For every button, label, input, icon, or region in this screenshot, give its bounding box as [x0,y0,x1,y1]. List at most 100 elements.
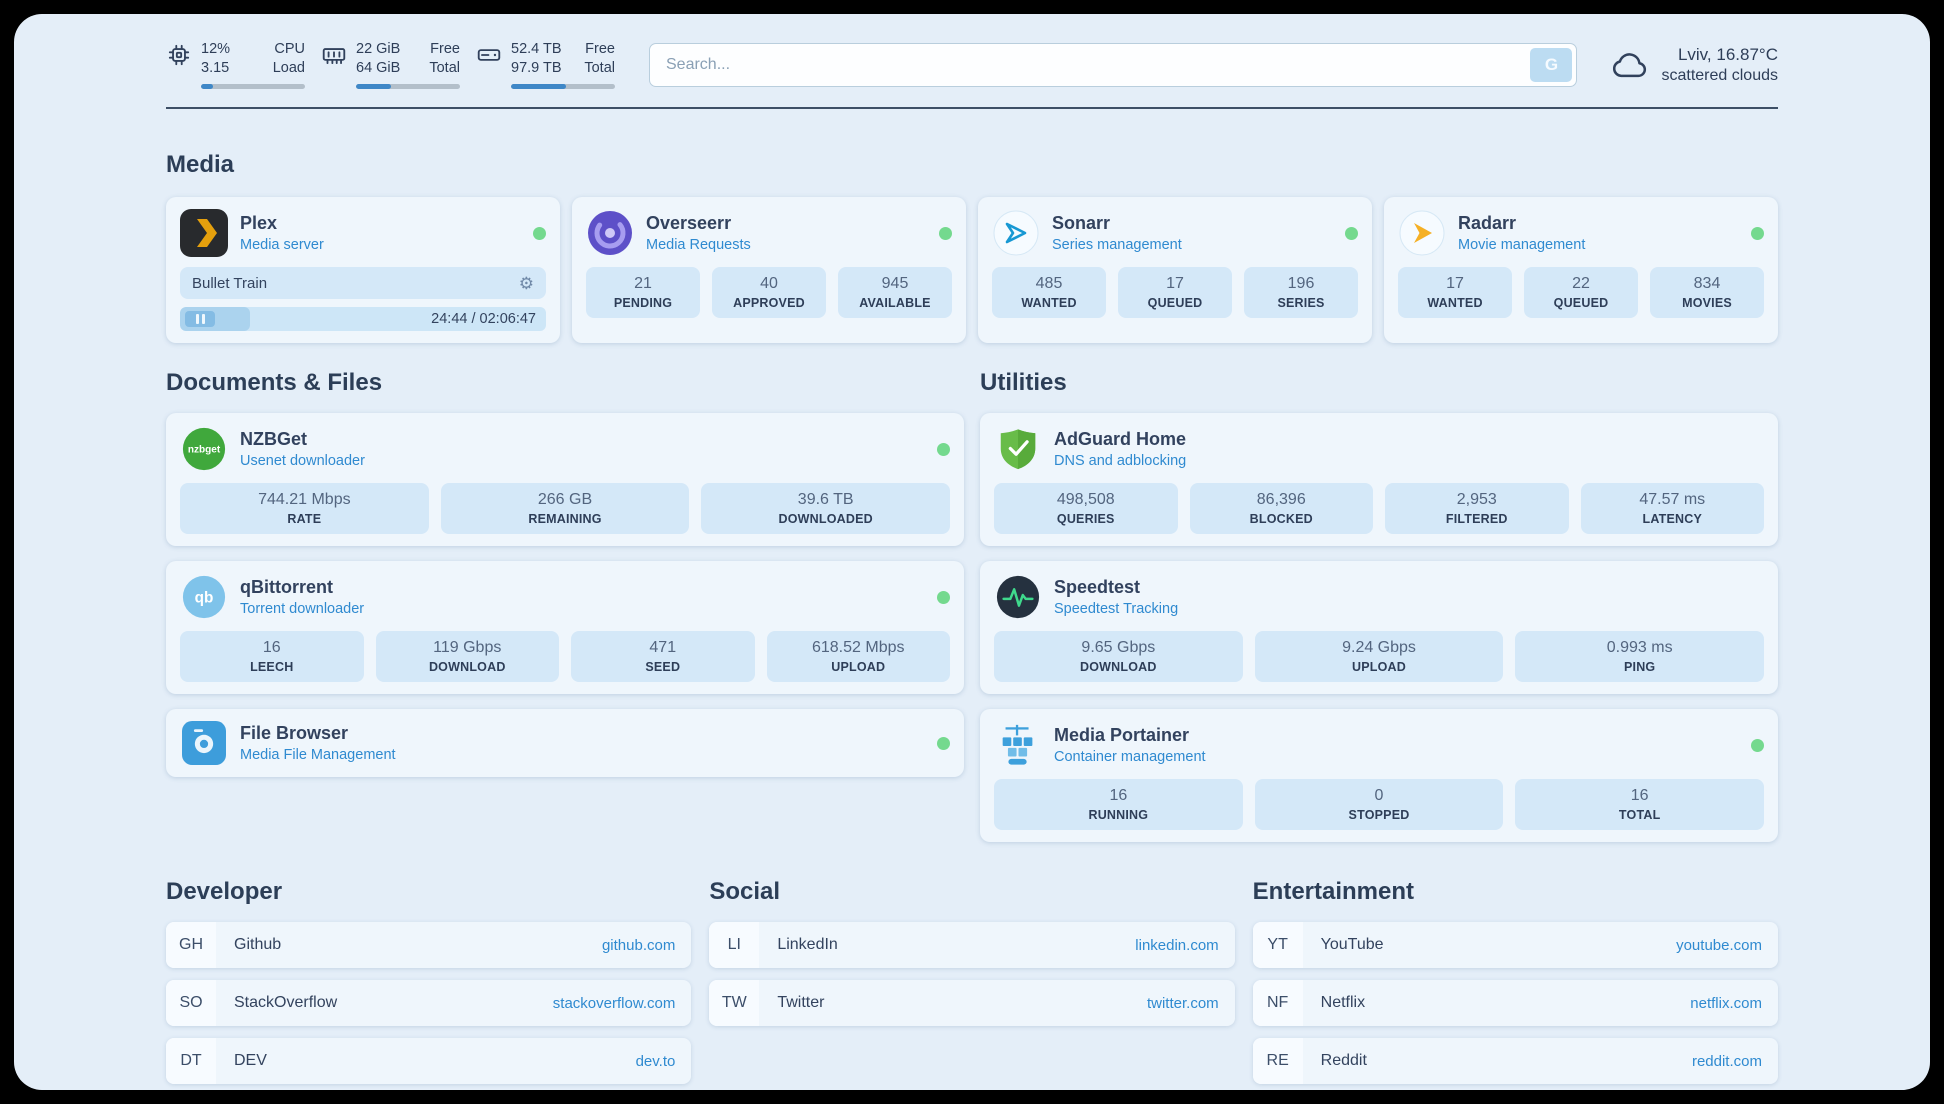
adguard-shield-icon [994,425,1042,473]
gear-icon[interactable]: ⚙ [518,273,534,293]
stat-downloaded: 39.6 TB DOWNLOADED [701,483,951,534]
hard-drive-icon [476,42,502,89]
nzbget-icon: nzbget [180,425,228,473]
bookmark-abbr: RE [1252,1038,1303,1084]
bookmark-github[interactable]: GH Github github.com [166,922,692,968]
stat-stopped: 0 STOPPED [1254,779,1504,830]
app-title: qBittorrent [240,577,333,597]
stat-remaining: 266 GB REMAINING [440,483,690,534]
ram-free-value: 22 GiB [356,41,401,57]
stat-upload: 618.52 Mbps UPLOAD [766,631,950,682]
bookmark-domain: linkedin.com [1135,936,1219,954]
adguard-card[interactable]: AdGuard Home DNS and adblocking 498,508 Q… [980,413,1778,546]
bookmark-name: DEV [234,1052,267,1069]
status-dot [937,590,950,604]
bookmark-name: LinkedIn [777,936,838,953]
app-title: Speedtest [1054,577,1141,597]
bookmark-domain: twitter.com [1146,994,1219,1012]
filebrowser-card[interactable]: File Browser Media File Management [166,709,964,777]
playback-time: 24:44 / 02:06:47 [431,311,536,327]
app-subtitle: Movie management [1458,237,1586,253]
ram-usage-bar [356,84,460,89]
bookmark-name: Netflix [1320,994,1366,1011]
speedtest-card[interactable]: Speedtest Speedtest Tracking 9.65 Gbps DO… [980,561,1778,694]
weather-widget: Lviv, 16.87°C scattered clouds [1609,44,1778,86]
now-playing-row: Bullet Train ⚙ [180,267,546,299]
portainer-icon [994,721,1042,769]
stat-leech: 16 LEECH [180,631,364,682]
bookmark-twitter[interactable]: TW Twitter twitter.com [709,980,1235,1026]
status-dot [533,226,546,240]
disk-free-label: Free [585,41,615,57]
plex-card[interactable]: Plex Media server Bullet Train ⚙ 24:44 /… [166,197,560,343]
system-widgets: 12% CPU 3.15 Load 22 GiB Free 64 GiB Total [166,40,615,89]
app-subtitle: Torrent downloader [240,601,365,617]
stat-queued: 17 QUEUED [1118,267,1232,318]
bookmark-domain: dev.to [635,1052,676,1070]
filebrowser-icon [180,719,228,767]
bookmark-youtube[interactable]: YT YouTube youtube.com [1252,922,1778,968]
sonarr-card[interactable]: Sonarr Series management 485 WANTED 17 QUE… [978,197,1372,343]
stat-total: 16 TOTAL [1515,779,1765,830]
app-title: NZBGet [240,429,307,449]
stat-ping: 0.993 ms PING [1515,631,1765,682]
app-title: Media Portainer [1054,725,1190,745]
app-subtitle: Container management [1054,749,1206,765]
app-subtitle: Speedtest Tracking [1054,601,1179,617]
stat-rate: 744.21 Mbps RATE [180,483,429,534]
social-section-title: Social [709,878,781,905]
search-input[interactable] [649,42,1578,87]
playback-progress-bar[interactable]: 24:44 / 02:06:47 [180,307,546,331]
cpu-load-label: Load [272,60,305,76]
weather-condition: scattered clouds [1661,66,1778,84]
status-dot [1345,226,1358,240]
status-dot [1751,738,1764,752]
app-title: Radarr [1458,213,1517,233]
qbittorrent-card[interactable]: qb qBittorrent Torrent downloader [166,561,964,694]
sonarr-icon [992,209,1040,257]
bookmark-stackoverflow[interactable]: SO StackOverflow stackoverflow.com [166,980,692,1026]
bookmark-netflix[interactable]: NF Netflix netflix.com [1252,980,1778,1026]
app-title: AdGuard Home [1054,429,1187,449]
status-dot [939,226,952,240]
media-section: Media Plex Media server [166,151,1778,343]
nzbget-card[interactable]: nzbget NZBGet Usenet downloader 74 [166,413,964,546]
bookmark-dev[interactable]: DT DEV dev.to [166,1038,692,1084]
bookmark-reddit[interactable]: RE Reddit reddit.com [1252,1038,1778,1084]
bookmark-name: YouTube [1320,936,1384,953]
speedtest-icon [994,573,1042,621]
stat-available: 945 AVAILABLE [838,267,952,318]
utilities-section-title: Utilities [980,369,1067,396]
stat-approved: 40 APPROVED [712,267,826,318]
app-subtitle: Media server [240,237,324,253]
stat-wanted: 17 WANTED [1398,267,1512,318]
pause-button[interactable] [185,311,215,327]
app-subtitle: Series management [1052,237,1182,253]
bookmark-name: Reddit [1320,1052,1367,1069]
search-engine-button[interactable]: G [1530,47,1573,82]
app-subtitle: Usenet downloader [240,453,365,469]
top-bar: 12% CPU 3.15 Load 22 GiB Free 64 GiB Total [14,14,1930,89]
bookmark-domain: github.com [601,936,676,954]
stat-running: 16 RUNNING [994,779,1243,830]
cloud-icon [1609,45,1649,85]
portainer-card[interactable]: Media Portainer Container management 16 R… [980,709,1778,842]
weather-location: Lviv, 16.87°C [1677,44,1778,64]
bookmark-domain: youtube.com [1676,936,1762,954]
utilities-section: Utilities [980,369,1778,842]
cpu-load-value: 3.15 [201,60,230,76]
documents-section: Documents & Files nzbget [166,369,964,842]
app-title: Sonarr [1052,213,1111,233]
cpu-chip-icon [166,42,192,89]
overseerr-card[interactable]: Overseerr Media Requests 21 PENDING 40 APP… [572,197,966,343]
radarr-card[interactable]: Radarr Movie management 17 WANTED 22 QUEUE… [1384,197,1778,343]
app-subtitle: Media Requests [646,237,751,253]
disk-widget: 52.4 TB Free 97.9 TB Total [476,40,615,89]
entertainment-section-title: Entertainment [1252,878,1415,905]
bookmark-linkedin[interactable]: LI LinkedIn linkedin.com [709,922,1235,968]
bookmark-name: StackOverflow [234,994,338,1011]
bookmark-abbr: GH [166,922,216,968]
ram-free-label: Free [430,41,460,57]
disk-usage-bar-fill [511,84,567,89]
